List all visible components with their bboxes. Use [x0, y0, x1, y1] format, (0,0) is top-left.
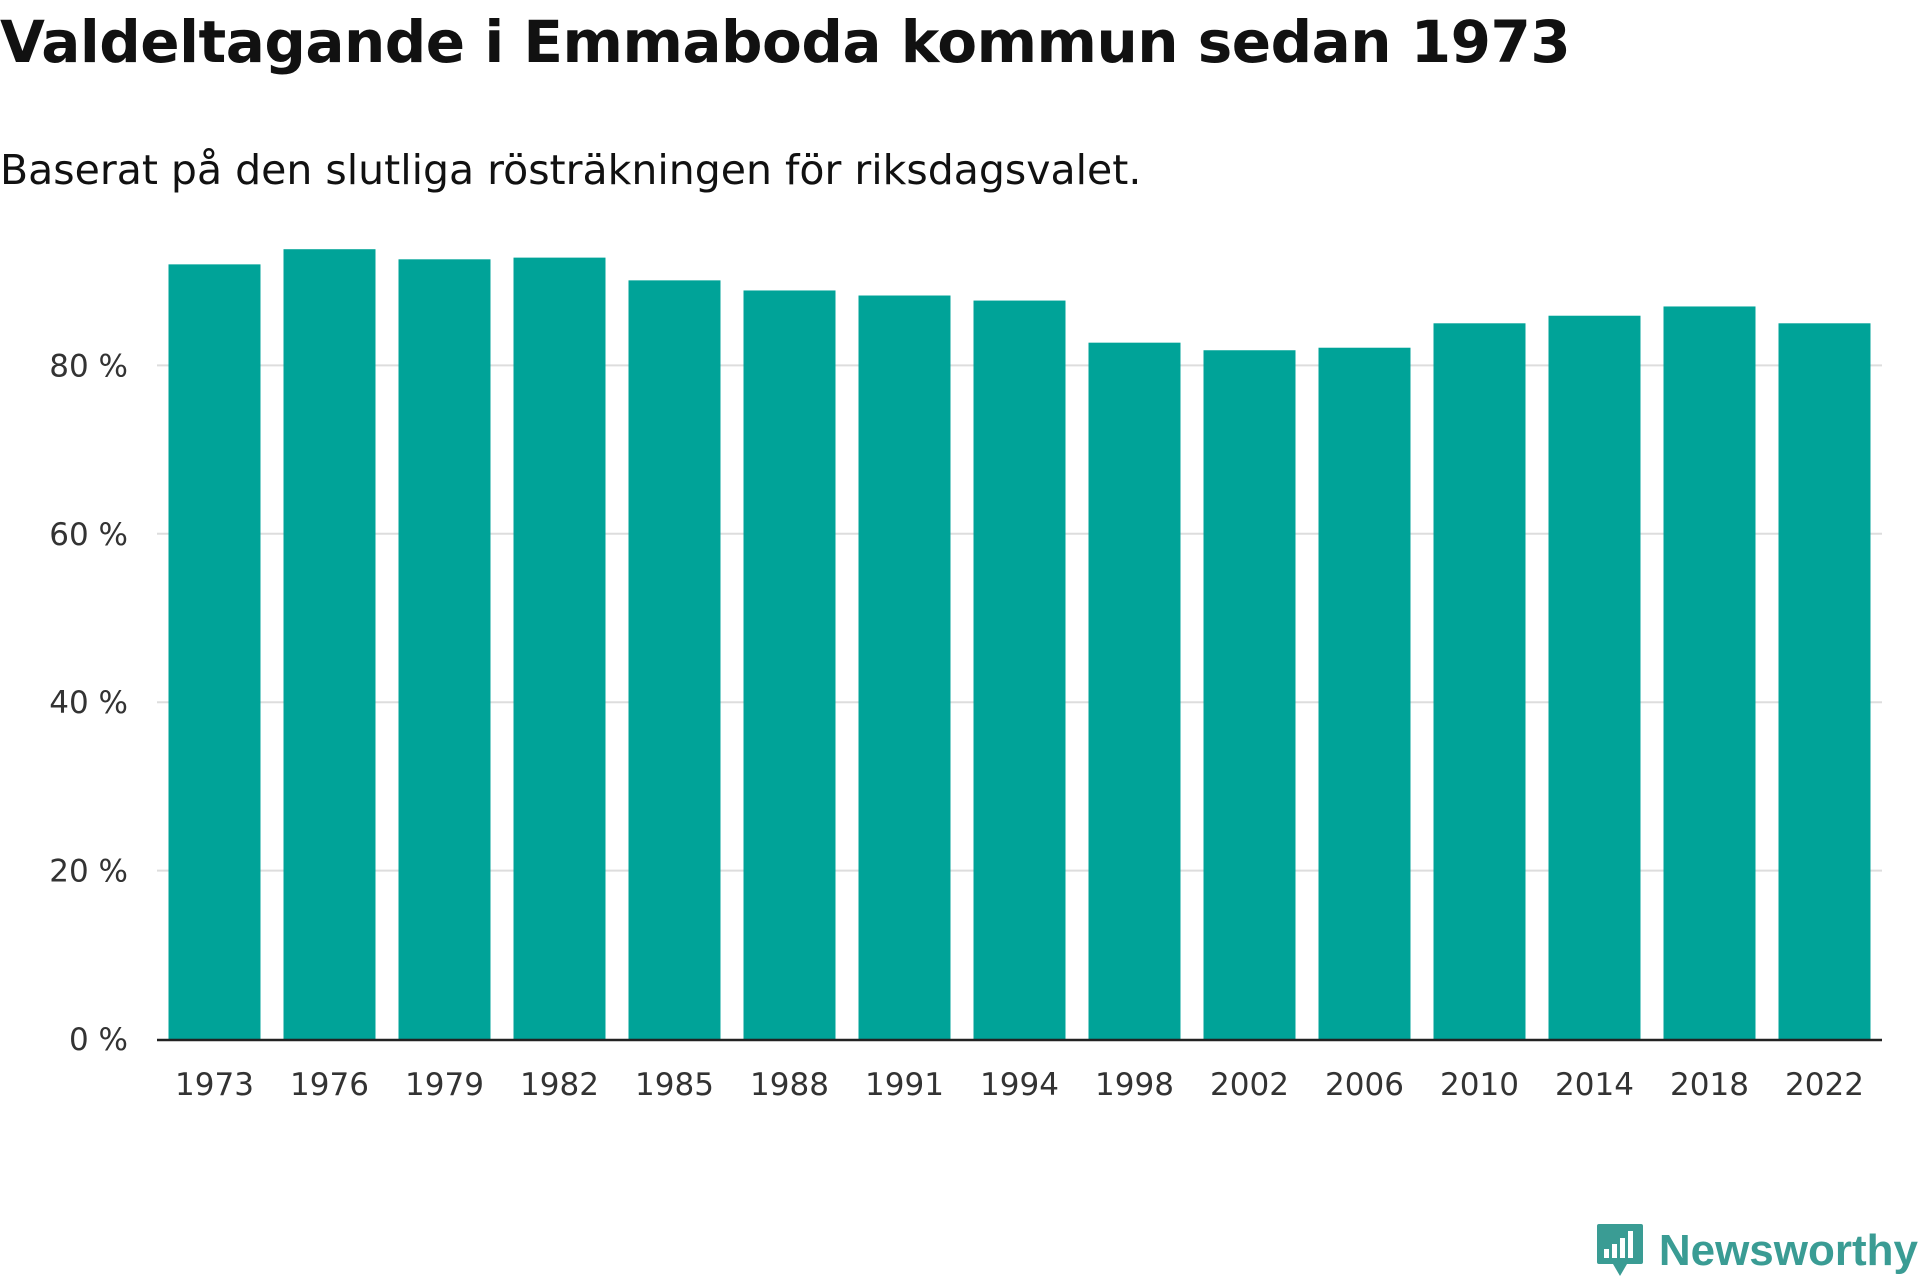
bar-1988 — [744, 290, 836, 1039]
bar-2014 — [1549, 316, 1641, 1039]
y-tick-label-40: 40 % — [49, 685, 128, 721]
x-tick-label-1988: 1988 — [750, 1067, 829, 1103]
bar-2002 — [1204, 350, 1296, 1039]
x-tick-label-1991: 1991 — [865, 1067, 944, 1103]
x-tick-label-2018: 2018 — [1670, 1067, 1749, 1103]
x-tick-label-2022: 2022 — [1785, 1067, 1864, 1103]
y-tick-labels: 0 % 20 % 40 % 60 % 80 % — [49, 348, 128, 1058]
bar-1991 — [859, 296, 951, 1039]
bar-1976 — [284, 249, 376, 1039]
bar-1985 — [629, 280, 721, 1039]
y-tick-label-60: 60 % — [49, 517, 128, 553]
bar-2022 — [1779, 323, 1871, 1039]
brand-logo: Newsworthy — [1595, 1222, 1918, 1280]
bar-chart: 0 % 20 % 40 % 60 % 80 % 1973 1976 1979 1982 1985… — [0, 0, 1920, 1280]
x-tick-label-1976: 1976 — [290, 1067, 369, 1103]
x-tick-labels: 1973 1976 1979 1982 1985 1988 1991 1994 1998 2002… — [175, 1067, 1864, 1103]
y-tick-label-80: 80 % — [49, 348, 128, 384]
bar-1998 — [1089, 343, 1181, 1039]
y-tick-label-20: 20 % — [49, 854, 128, 890]
x-tick-label-2002: 2002 — [1210, 1067, 1289, 1103]
x-tick-label-2006: 2006 — [1325, 1067, 1404, 1103]
bar-1973 — [169, 264, 261, 1039]
x-tick-label-1979: 1979 — [405, 1067, 484, 1103]
x-tick-label-2010: 2010 — [1440, 1067, 1519, 1103]
bar-1982 — [514, 258, 606, 1039]
x-tick-label-1998: 1998 — [1095, 1067, 1174, 1103]
x-tick-label-1982: 1982 — [520, 1067, 599, 1103]
brand-name: Newsworthy — [1659, 1226, 1918, 1276]
bars — [169, 249, 1871, 1039]
y-tick-label-0: 0 % — [69, 1022, 128, 1058]
x-tick-label-1973: 1973 — [175, 1067, 254, 1103]
x-tick-label-1994: 1994 — [980, 1067, 1059, 1103]
bar-2010 — [1434, 323, 1526, 1039]
x-tick-label-1985: 1985 — [635, 1067, 714, 1103]
newsworthy-logo-icon — [1595, 1222, 1645, 1280]
bar-1979 — [399, 259, 491, 1039]
x-tick-label-2014: 2014 — [1555, 1067, 1634, 1103]
bar-2018 — [1664, 306, 1756, 1039]
bar-1994 — [974, 301, 1066, 1039]
bar-2006 — [1319, 348, 1411, 1039]
